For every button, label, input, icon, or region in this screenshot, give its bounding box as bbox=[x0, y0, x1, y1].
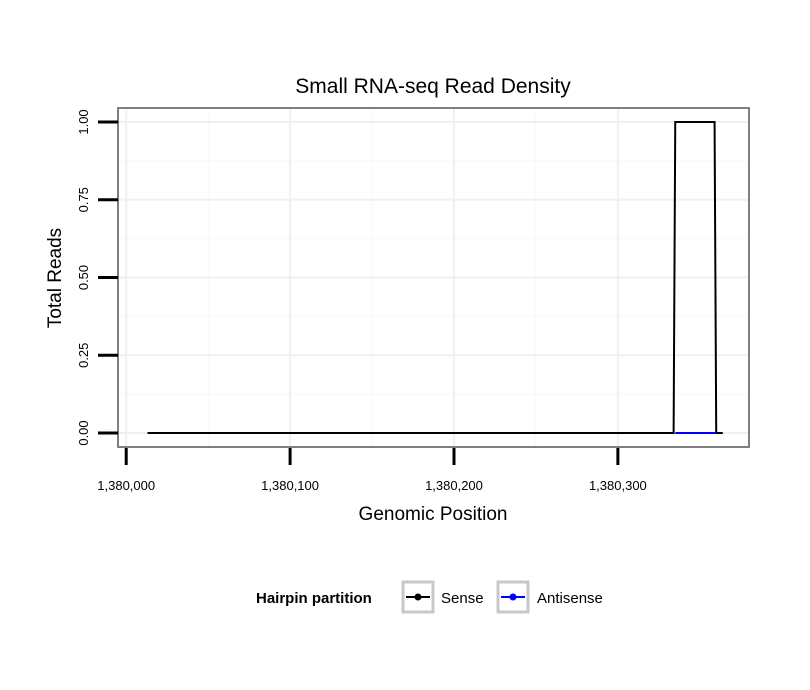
x-axis-label: Genomic Position bbox=[359, 504, 508, 525]
y-tick-label: 0.75 bbox=[76, 187, 91, 212]
y-tick-label: 1.00 bbox=[76, 109, 91, 134]
y-tick-label: 0.50 bbox=[76, 265, 91, 290]
plot-area bbox=[117, 107, 750, 448]
legend-entry-sense: Sense bbox=[401, 580, 484, 614]
legend-entry-antisense: Antisense bbox=[496, 580, 603, 614]
legend-label-antisense: Antisense bbox=[537, 590, 603, 607]
y-axis: 0.00 0.25 0.50 0.75 1.00 bbox=[76, 109, 118, 446]
x-axis: 1,380,000 1,380,100 1,380,200 1,380,300 bbox=[97, 448, 647, 493]
y-tick-label: 0.00 bbox=[76, 420, 91, 445]
legend-key-antisense-marker bbox=[509, 593, 517, 601]
series-layer bbox=[147, 121, 723, 434]
legend: Hairpin partition Sense Antisense bbox=[256, 580, 603, 614]
x-tick-label: 1,380,200 bbox=[425, 478, 483, 493]
legend-label-sense: Sense bbox=[441, 590, 484, 607]
legend-key-sense-marker bbox=[414, 593, 422, 601]
legend-title: Hairpin partition bbox=[256, 590, 372, 607]
x-tick-label: 1,380,100 bbox=[261, 478, 319, 493]
y-tick-label: 0.25 bbox=[76, 343, 91, 368]
major-gridlines bbox=[118, 108, 749, 447]
y-axis-label: Total Reads bbox=[45, 228, 66, 328]
series-line-sense bbox=[147, 121, 723, 434]
chart-title: Small RNA-seq Read Density bbox=[295, 75, 571, 98]
x-tick-label: 1,380,300 bbox=[589, 478, 647, 493]
x-tick-label: 1,380,000 bbox=[97, 478, 155, 493]
